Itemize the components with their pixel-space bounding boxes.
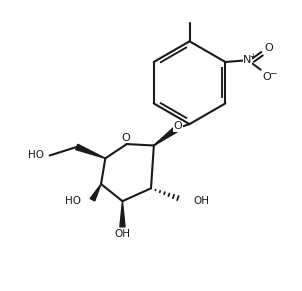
Polygon shape bbox=[120, 201, 125, 227]
Text: HO: HO bbox=[28, 150, 44, 160]
Polygon shape bbox=[90, 184, 101, 201]
Text: HO: HO bbox=[65, 196, 81, 206]
Text: O: O bbox=[263, 72, 271, 81]
Text: OH: OH bbox=[194, 196, 210, 206]
Text: OH: OH bbox=[114, 229, 130, 239]
Polygon shape bbox=[154, 127, 177, 146]
Text: O: O bbox=[264, 43, 273, 53]
Text: N: N bbox=[243, 55, 252, 65]
Text: +: + bbox=[249, 52, 255, 61]
Text: O: O bbox=[122, 133, 130, 143]
Text: O: O bbox=[174, 121, 182, 131]
Polygon shape bbox=[76, 144, 105, 158]
Text: −: − bbox=[269, 69, 277, 78]
